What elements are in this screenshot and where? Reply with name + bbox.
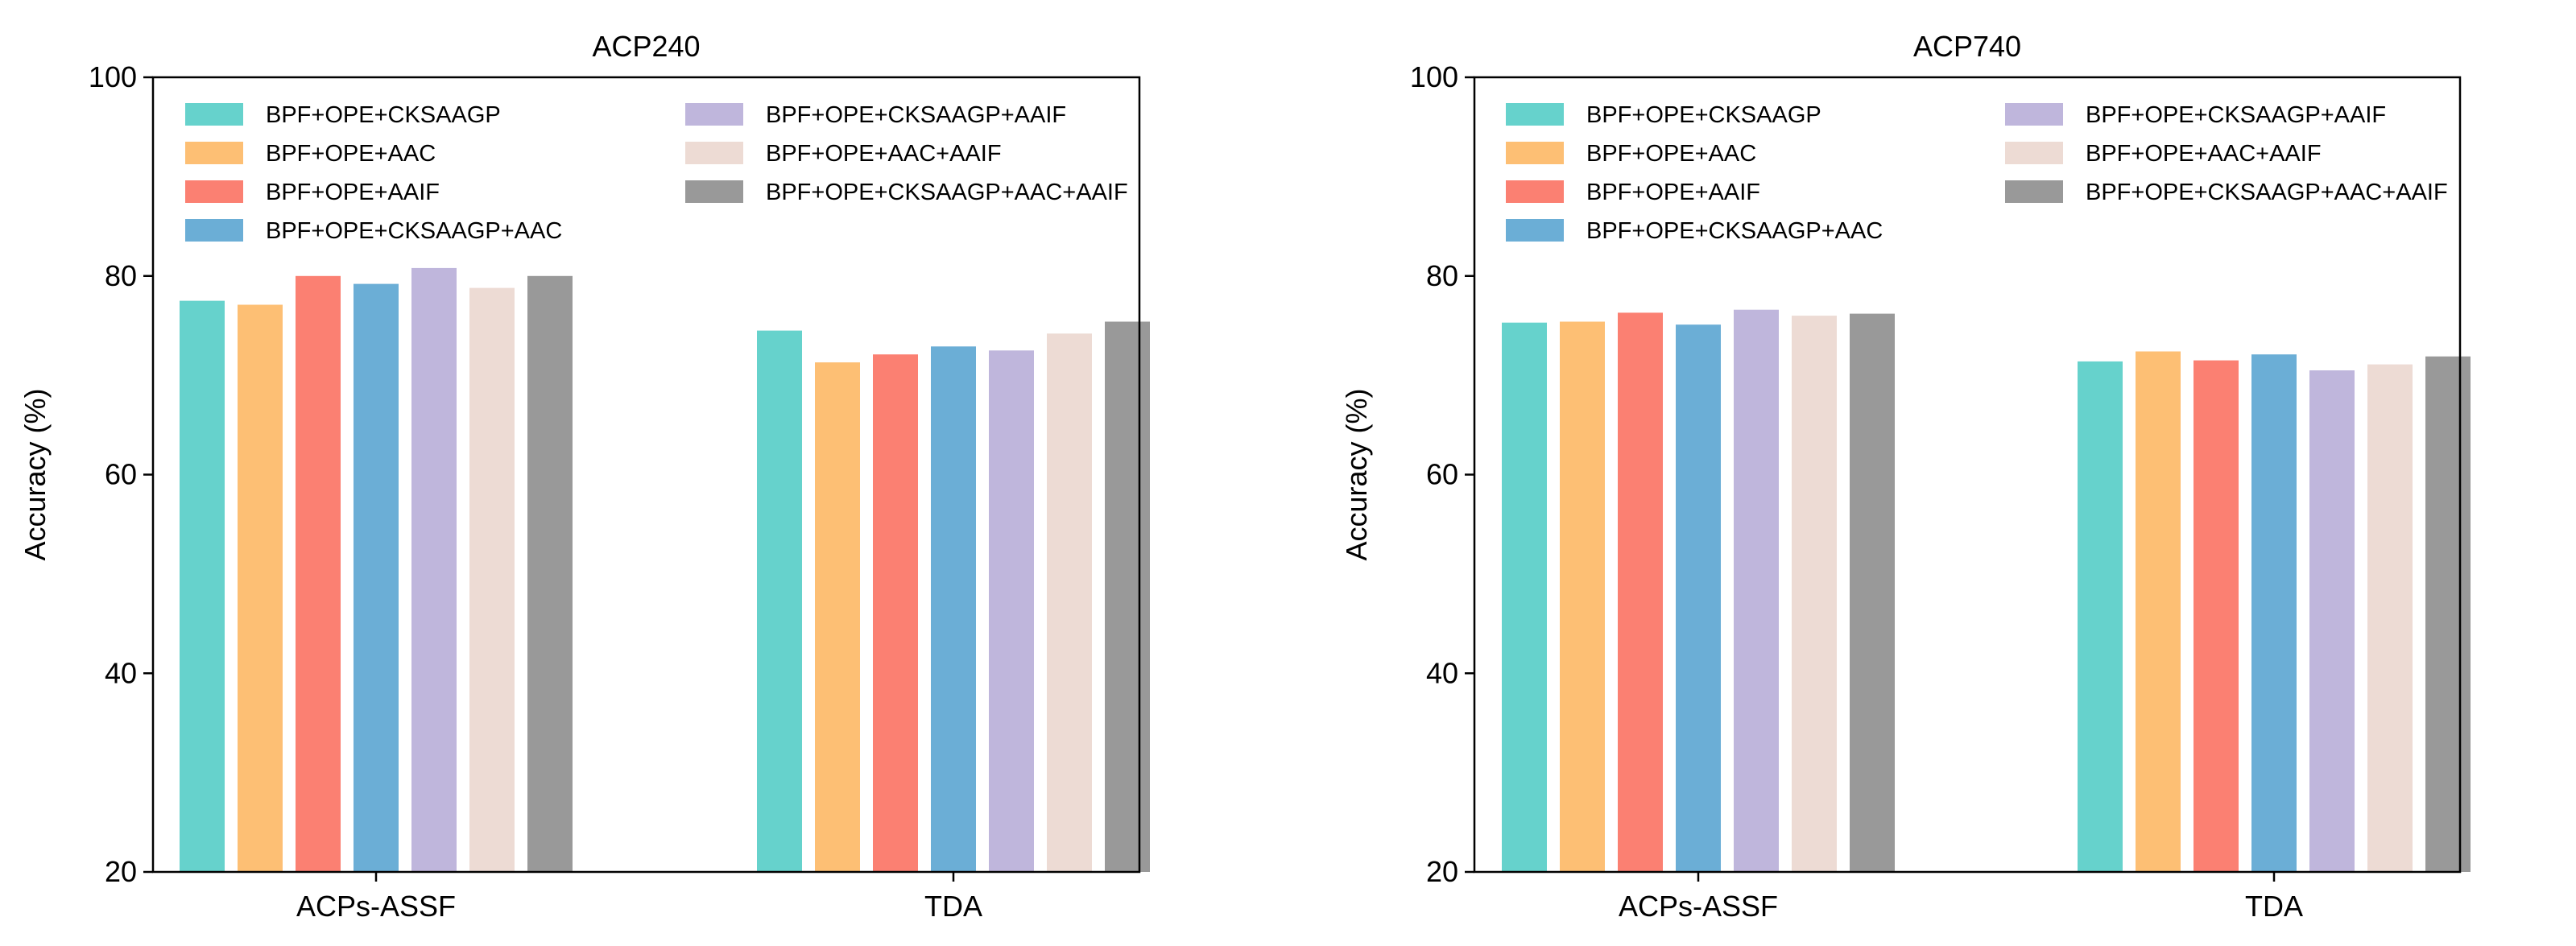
bar-acp240-tda-s6	[1047, 333, 1092, 872]
bar-acp740-acps-assf-s4	[1676, 324, 1721, 872]
legend-swatch	[185, 142, 243, 164]
y-tick-label: 100	[1410, 60, 1458, 93]
legend: BPF+OPE+CKSAAGP BPF+OPE+AAC BPF+OPE+AAIF BP…	[185, 102, 1128, 244]
legend-label: BPF+OPE+CKSAAGP+AAIF	[2086, 102, 2386, 128]
bar-acp740-acps-assf-s2	[1560, 321, 1605, 872]
legend-swatch	[2005, 103, 2063, 126]
legend-swatch	[185, 219, 243, 242]
bar-acp740-tda-s5	[2309, 370, 2355, 872]
y-tick-label: 40	[1426, 656, 1458, 689]
y-tick-label: 40	[105, 656, 137, 689]
y-tick-label: 60	[1426, 458, 1458, 491]
bar-acp740-acps-assf-s3	[1618, 312, 1663, 872]
x-tick-label: TDA	[924, 890, 982, 923]
legend-label: BPF+OPE+CKSAAGP	[266, 102, 501, 128]
bar-acp740-tda-s6	[2367, 364, 2413, 873]
legend-swatch	[1506, 219, 1564, 242]
bar-acp240-tda-s3	[873, 354, 918, 872]
bar-acp240-acps-assf-s3	[296, 275, 341, 873]
y-tick-label: 60	[105, 458, 137, 491]
bar-acp240-acps-assf-s5	[411, 267, 457, 872]
chart-title: ACP240	[592, 30, 700, 63]
legend-label: BPF+OPE+AAC+AAIF	[2086, 141, 2322, 167]
chart-title: ACP740	[1913, 30, 2021, 63]
bar-acp240-tda-s1	[757, 330, 802, 873]
legend-swatch	[685, 142, 743, 164]
bar-acp740-acps-assf-s7	[1850, 313, 1895, 873]
bar-acp240-tda-s5	[989, 350, 1034, 872]
legend-label: BPF+OPE+CKSAAGP+AAC	[1586, 218, 1883, 244]
y-tick-label: 100	[89, 60, 137, 93]
bar-acp740-acps-assf-s5	[1734, 309, 1779, 872]
legend-label: BPF+OPE+AAIF	[266, 180, 440, 205]
legend-swatch	[185, 180, 243, 203]
bar-acp240-acps-assf-s2	[238, 304, 283, 872]
bar-acp740-tda-s2	[2136, 351, 2181, 872]
bar-acp240-tda-s7	[1105, 321, 1150, 872]
bar-acp240-acps-assf-s7	[527, 275, 573, 873]
bar-acp740-tda-s4	[2251, 354, 2297, 872]
legend-swatch	[1506, 142, 1564, 164]
chart-acp740: 20 40 60 80 100 ACPs-ASSF TDA ACP740 Accuracy (%…	[1340, 30, 2471, 923]
bar-acp240-tda-s4	[931, 346, 976, 872]
legend-swatch	[1506, 103, 1564, 126]
x-tick-label: ACPs-ASSF	[1619, 890, 1778, 923]
x-tick-label: TDA	[2245, 890, 2303, 923]
y-axis-label: Accuracy (%)	[19, 388, 52, 560]
bar-acp740-tda-s1	[2078, 361, 2123, 872]
legend-label: BPF+OPE+CKSAAGP	[1586, 102, 1821, 128]
legend-swatch	[185, 103, 243, 126]
bar-acp740-acps-assf-s1	[1502, 322, 1547, 872]
bar-acp740-tda-s7	[2425, 356, 2471, 872]
legend-swatch	[685, 103, 743, 126]
bar-acp240-acps-assf-s4	[354, 283, 399, 873]
legend-swatch	[1506, 180, 1564, 203]
legend-swatch	[2005, 142, 2063, 164]
bar-acp240-acps-assf-s6	[469, 287, 515, 873]
y-axis-label: Accuracy (%)	[1340, 388, 1373, 560]
legend-label: BPF+OPE+CKSAAGP+AAC	[266, 218, 562, 244]
y-tick-label: 20	[105, 855, 137, 888]
bar-acp240-tda-s2	[815, 362, 860, 873]
bar-acp740-acps-assf-s6	[1792, 316, 1837, 873]
y-tick-label: 20	[1426, 855, 1458, 888]
bar-acp740-tda-s3	[2194, 360, 2239, 873]
legend-label: BPF+OPE+CKSAAGP+AAIF	[766, 102, 1066, 128]
legend-label: BPF+OPE+AAIF	[1586, 180, 1760, 205]
legend-label: BPF+OPE+CKSAAGP+AAC+AAIF	[766, 180, 1128, 205]
legend: BPF+OPE+CKSAAGP BPF+OPE+AAC BPF+OPE+AAIF BP…	[1506, 102, 2448, 244]
bar-acp240-acps-assf-s1	[180, 300, 225, 873]
legend-swatch	[685, 180, 743, 203]
chart-acp240: 20 40 60 80 100 ACPs-ASSF TDA ACP240 Accuracy (%…	[19, 30, 1150, 923]
legend-label: BPF+OPE+AAC	[1586, 141, 1756, 167]
legend-label: BPF+OPE+AAC+AAIF	[766, 141, 1002, 167]
legend-label: BPF+OPE+CKSAAGP+AAC+AAIF	[2086, 180, 2448, 205]
y-tick-label: 80	[1426, 259, 1458, 292]
y-tick-label: 80	[105, 259, 137, 292]
x-tick-label: ACPs-ASSF	[296, 890, 456, 923]
legend-label: BPF+OPE+AAC	[266, 141, 436, 167]
legend-swatch	[2005, 180, 2063, 203]
